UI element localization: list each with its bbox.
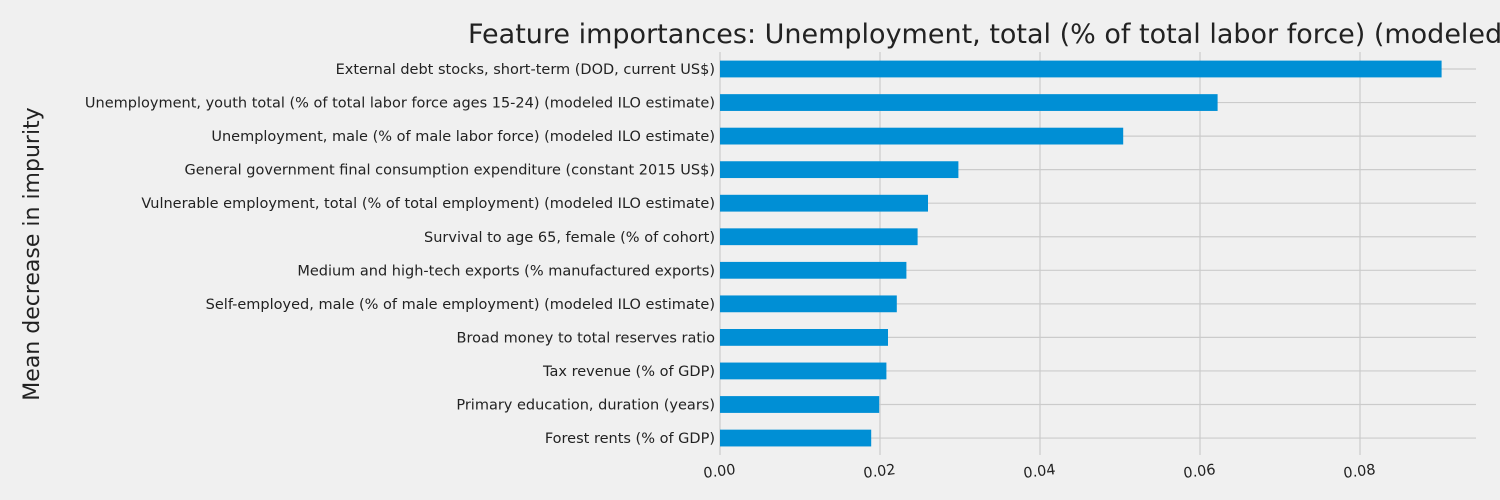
category-label: Unemployment, male (% of male labor forc… [211,129,715,145]
bar [720,194,928,212]
category-label: Primary education, duration (years) [456,398,715,414]
grid-layer [719,52,1476,455]
category-label: Unemployment, youth total (% of total la… [85,96,715,112]
bar [720,362,887,380]
x-tick-label: 0.00 [703,462,737,482]
category-label: Survival to age 65, female (% of cohort) [424,230,715,246]
bar [720,127,1124,145]
category-label: Self-employed, male (% of male employmen… [206,297,715,313]
category-label: General government final consumption exp… [185,163,715,179]
bar [720,295,897,313]
bar [720,228,918,246]
bar [720,94,1218,111]
category-label: Vulnerable employment, total (% of total… [141,196,715,212]
bar [720,161,959,179]
bar [720,261,907,279]
x-tick-label: 0.02 [863,462,897,482]
category-label: Medium and high-tech exports (% manufact… [297,263,715,279]
bar [720,329,888,346]
bar [720,429,872,447]
x-tick-label: 0.06 [1183,462,1217,482]
x-tick-labels: 0.00 0.02 0.04 0.06 0.08 [703,462,1377,482]
category-labels: External debt stocks, short-term (DOD, c… [85,62,715,447]
chart-title: Feature importances: Unemployment, total… [468,19,1500,50]
bar [720,396,880,413]
y-axis-label: Mean decrease in impurity [20,107,45,400]
x-tick-label: 0.04 [1023,462,1057,482]
category-label: External debt stocks, short-term (DOD, c… [336,62,715,78]
category-label: Tax revenue (% of GDP) [542,364,715,380]
bars-layer [720,60,1442,447]
x-tick-label: 0.08 [1343,462,1377,482]
bar [720,60,1442,78]
category-label: Forest rents (% of GDP) [545,431,715,447]
category-label: Broad money to total reserves ratio [457,330,716,346]
